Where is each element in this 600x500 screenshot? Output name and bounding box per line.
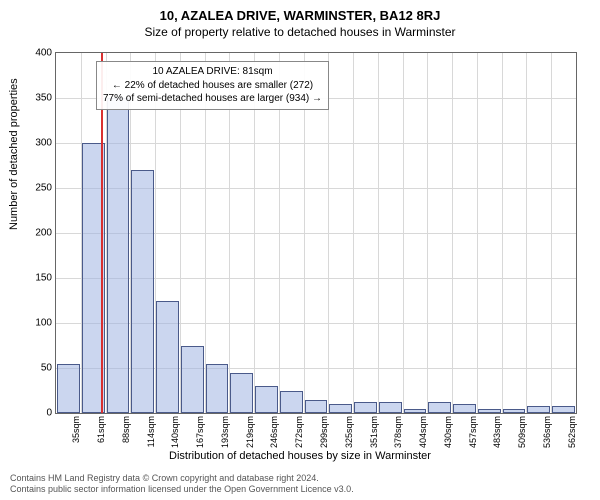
x-axis-label: Distribution of detached houses by size … bbox=[0, 450, 600, 462]
title-main: 10, AZALEA DRIVE, WARMINSTER, BA12 8RJ bbox=[0, 0, 600, 23]
bar bbox=[453, 404, 476, 413]
grid-line-h bbox=[56, 143, 576, 144]
x-tick-label: 325sqm bbox=[344, 416, 354, 448]
x-tick-label: 246sqm bbox=[269, 416, 279, 448]
x-tick-label: 167sqm bbox=[195, 416, 205, 448]
grid-line-v bbox=[427, 53, 428, 413]
grid-line-v bbox=[378, 53, 379, 413]
x-tick-label: 219sqm bbox=[245, 416, 255, 448]
bar bbox=[280, 391, 303, 414]
x-tick-label: 140sqm bbox=[170, 416, 180, 448]
grid-line-v bbox=[452, 53, 453, 413]
y-tick-label: 200 bbox=[35, 228, 56, 239]
bar bbox=[230, 373, 253, 414]
bar bbox=[181, 346, 204, 414]
x-tick-label: 88sqm bbox=[121, 416, 131, 443]
grid-line-v bbox=[526, 53, 527, 413]
chart-container: 10, AZALEA DRIVE, WARMINSTER, BA12 8RJ S… bbox=[0, 0, 600, 500]
info-line-1: 10 AZALEA DRIVE: 81sqm bbox=[103, 65, 322, 79]
x-tick-label: 536sqm bbox=[542, 416, 552, 448]
info-line-3: 77% of semi-detached houses are larger (… bbox=[103, 92, 322, 106]
bar bbox=[206, 364, 229, 414]
bar bbox=[131, 170, 154, 413]
x-tick-label: 35sqm bbox=[71, 416, 81, 443]
grid-line-v bbox=[551, 53, 552, 413]
info-box: 10 AZALEA DRIVE: 81sqm ← 22% of detached… bbox=[96, 61, 329, 110]
x-tick-label: 457sqm bbox=[468, 416, 478, 448]
y-tick-label: 100 bbox=[35, 318, 56, 329]
title-sub: Size of property relative to detached ho… bbox=[0, 23, 600, 39]
bar bbox=[428, 402, 451, 413]
x-tick-label: 430sqm bbox=[443, 416, 453, 448]
bar bbox=[156, 301, 179, 414]
x-tick-label: 193sqm bbox=[220, 416, 230, 448]
x-tick-label: 299sqm bbox=[319, 416, 329, 448]
y-tick-label: 250 bbox=[35, 183, 56, 194]
footer-line-2: Contains public sector information licen… bbox=[10, 484, 354, 496]
y-axis-label: Number of detached properties bbox=[8, 78, 20, 230]
bar bbox=[255, 386, 278, 413]
y-tick-label: 300 bbox=[35, 138, 56, 149]
x-tick-label: 114sqm bbox=[146, 416, 156, 447]
x-tick-label: 351sqm bbox=[369, 416, 379, 448]
bar bbox=[503, 409, 526, 414]
footer-attribution: Contains HM Land Registry data © Crown c… bbox=[10, 473, 354, 496]
bar bbox=[527, 406, 550, 413]
bar bbox=[478, 409, 501, 414]
bar bbox=[552, 406, 575, 413]
grid-line-v bbox=[477, 53, 478, 413]
x-tick-label: 404sqm bbox=[418, 416, 428, 448]
x-tick-label: 562sqm bbox=[567, 416, 577, 448]
bar bbox=[404, 409, 427, 414]
x-tick-label: 378sqm bbox=[393, 416, 403, 448]
x-tick-label: 272sqm bbox=[294, 416, 304, 448]
footer-line-1: Contains HM Land Registry data © Crown c… bbox=[10, 473, 354, 485]
bar bbox=[107, 98, 130, 413]
y-tick-label: 0 bbox=[46, 408, 56, 419]
x-tick-label: 509sqm bbox=[517, 416, 527, 448]
grid-line-v bbox=[353, 53, 354, 413]
y-tick-label: 150 bbox=[35, 273, 56, 284]
info-line-2: ← 22% of detached houses are smaller (27… bbox=[103, 79, 322, 93]
bar bbox=[305, 400, 328, 414]
chart-plot-area: 10 AZALEA DRIVE: 81sqm ← 22% of detached… bbox=[55, 52, 577, 414]
grid-line-v bbox=[403, 53, 404, 413]
bar bbox=[57, 364, 80, 414]
bar bbox=[379, 402, 402, 413]
bar bbox=[329, 404, 352, 413]
y-tick-label: 350 bbox=[35, 93, 56, 104]
y-tick-label: 50 bbox=[41, 363, 56, 374]
x-tick-label: 483sqm bbox=[492, 416, 502, 448]
grid-line-v bbox=[502, 53, 503, 413]
y-tick-label: 400 bbox=[35, 48, 56, 59]
x-tick-label: 61sqm bbox=[96, 416, 106, 443]
bar bbox=[354, 402, 377, 413]
